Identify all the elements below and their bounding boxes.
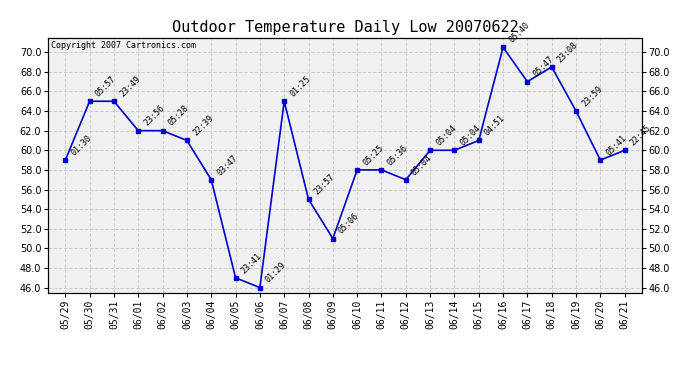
Text: 23:57: 23:57 xyxy=(313,172,337,196)
Text: 05:06: 05:06 xyxy=(337,212,361,236)
Text: 23:08: 23:08 xyxy=(556,40,580,64)
Text: 01:29: 01:29 xyxy=(264,261,288,285)
Text: 05:04: 05:04 xyxy=(434,123,458,147)
Text: 05:04: 05:04 xyxy=(410,153,434,177)
Text: 05:57: 05:57 xyxy=(94,74,118,99)
Text: 05:28: 05:28 xyxy=(167,104,191,128)
Text: 01:25: 01:25 xyxy=(288,74,313,99)
Text: 05:36: 05:36 xyxy=(386,143,410,167)
Text: 01:30: 01:30 xyxy=(70,133,94,158)
Title: Outdoor Temperature Daily Low 20070622: Outdoor Temperature Daily Low 20070622 xyxy=(172,20,518,35)
Text: 23:41: 23:41 xyxy=(239,251,264,275)
Text: 05:47: 05:47 xyxy=(531,55,555,79)
Text: 05:04: 05:04 xyxy=(459,123,482,147)
Text: Copyright 2007 Cartronics.com: Copyright 2007 Cartronics.com xyxy=(51,41,196,50)
Text: 23:49: 23:49 xyxy=(118,74,142,99)
Text: 05:25: 05:25 xyxy=(362,143,386,167)
Text: 04:51: 04:51 xyxy=(483,114,507,138)
Text: 05:41: 05:41 xyxy=(604,133,629,158)
Text: 23:59: 23:59 xyxy=(580,84,604,108)
Text: 22:45: 22:45 xyxy=(629,123,653,147)
Text: 22:39: 22:39 xyxy=(191,114,215,138)
Text: 23:56: 23:56 xyxy=(142,104,166,128)
Text: 03:47: 03:47 xyxy=(215,153,239,177)
Text: 05:40: 05:40 xyxy=(507,21,531,45)
